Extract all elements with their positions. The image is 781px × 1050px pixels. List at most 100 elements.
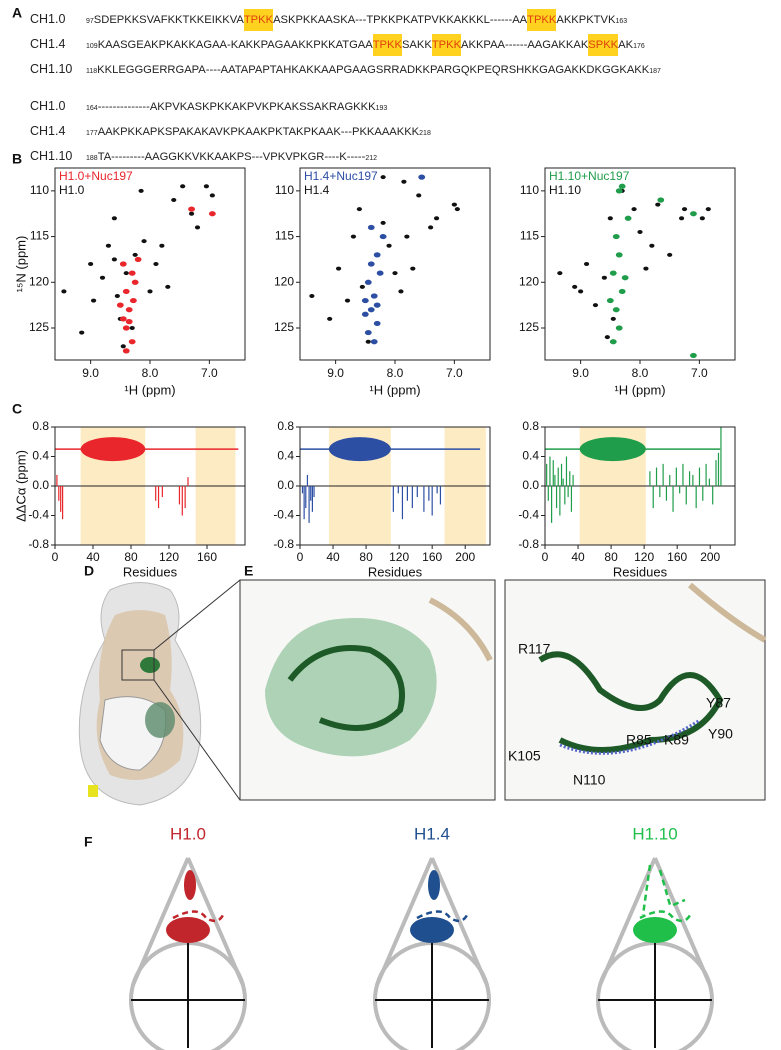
bound-peak — [125, 319, 133, 325]
free-peak — [309, 294, 315, 298]
x-axis-label: Residues — [613, 564, 668, 579]
y-tick-label: 0.0 — [32, 478, 49, 492]
bound-peak — [129, 297, 137, 304]
bound-peak — [128, 339, 136, 345]
sequence: KKLEGGGERRGAPA----AATAPAPTAHKAKKAAPGAAGS… — [97, 64, 650, 76]
sequence: SDEPKKSVAFKKTKKEIKKVA — [93, 14, 244, 26]
x-tick-label: 80 — [124, 550, 138, 564]
motif: TPKK — [527, 9, 557, 31]
flexible-tail — [641, 864, 686, 916]
bound-peak — [621, 275, 629, 281]
free-peak — [401, 179, 407, 184]
y-tick-label: -0.4 — [518, 508, 539, 522]
bound-peak — [367, 307, 375, 313]
sequence-row: CH1.0 97 SDEPKKSVAFKKTKKEIKKVA TPKK ASKPKKAA… — [30, 8, 661, 33]
motif: TPKK — [243, 9, 274, 31]
start-residue: 109 — [86, 43, 98, 50]
free-peak — [180, 184, 186, 189]
protein-name: CH1.10 — [30, 62, 73, 76]
free-peak — [572, 284, 578, 289]
x-tick-label: 120 — [159, 550, 179, 564]
bound-peak — [618, 183, 626, 189]
free-peak — [194, 225, 201, 230]
bound-peak — [125, 307, 133, 313]
cryo-em-map — [78, 579, 241, 806]
bound-peak — [373, 252, 381, 258]
x-tick-label: 0 — [297, 550, 304, 564]
y-tick-label: 125 — [274, 320, 294, 334]
bound-peak — [367, 261, 375, 267]
bound-peak — [367, 224, 375, 231]
x-tick-label: 7.0 — [446, 366, 463, 380]
free-peak — [111, 216, 117, 221]
flexible-tail — [639, 910, 692, 923]
residue-label: Y90 — [708, 726, 733, 742]
bound-peak — [122, 288, 130, 295]
free-peak — [99, 275, 106, 280]
bound-peak — [418, 174, 426, 180]
free-peak — [681, 207, 688, 212]
residue-label: Y87 — [706, 695, 731, 711]
legend-bound: H1.0+Nuc197 — [59, 169, 133, 183]
free-peak — [631, 207, 637, 212]
end-residue: 187 — [649, 68, 661, 75]
free-peak — [365, 339, 371, 344]
start-residue: 118 — [86, 68, 98, 75]
free-peak — [327, 316, 333, 321]
free-peak — [171, 198, 177, 202]
x-axis-label: Residues — [123, 564, 178, 579]
sequence-row: CH1.4 109 KAASGEAKPKAKKAGAA-KAKKPAGAAKKPKK… — [30, 33, 661, 58]
bound-peak — [606, 297, 614, 304]
bound-peak — [370, 293, 378, 299]
bound-peak — [364, 329, 372, 336]
free-peak — [359, 284, 365, 289]
x-tick-label: 8.0 — [142, 366, 159, 380]
x-tick-label: 40 — [86, 550, 100, 564]
free-peak — [188, 211, 195, 216]
bound-peak — [208, 211, 216, 217]
cartoon-title: H1.0 — [170, 824, 206, 843]
cartoon-title: H1.4 — [414, 824, 450, 843]
bound-peak — [690, 352, 697, 359]
free-peak — [380, 175, 386, 180]
free-peak — [111, 257, 117, 262]
x-tick-label: 9.0 — [327, 366, 344, 380]
globular-domain — [579, 437, 646, 462]
free-peak — [159, 243, 165, 248]
protein-name: CH1.4 — [30, 37, 66, 51]
flexible-tail — [172, 910, 225, 923]
y-tick-label: 0.8 — [32, 419, 49, 433]
free-peak — [147, 289, 153, 294]
sequence-row: CH1.4 177 AAKPKKAPKSPAKAKAVKPKAAKPKTAKPKAA… — [30, 120, 661, 145]
end-residue: 218 — [419, 130, 431, 137]
cartoon-title: H1.10 — [632, 824, 677, 843]
y-tick-label: 125 — [29, 320, 49, 334]
panel-label: B — [12, 151, 22, 167]
sequence: AKKPAA------AAGAKKAK — [461, 39, 589, 51]
bound-peak — [624, 215, 632, 221]
sequence-row: CH1.10 188 TA---------AAGGKKVKKAAKPS---VPK… — [30, 145, 661, 170]
tail — [428, 870, 440, 900]
x-tick-label: 160 — [197, 550, 217, 564]
sequence: --------------AKPVKASKPKKAKPVKPKAKSSAKRA… — [97, 101, 376, 113]
y-tick-label: 0.4 — [277, 449, 294, 463]
flexible-tail — [416, 910, 469, 923]
free-peak — [643, 266, 649, 271]
legend-free: H1.0 — [59, 183, 85, 197]
x-tick-label: 80 — [359, 550, 373, 564]
free-peak — [344, 298, 351, 303]
y-tick-label: -0.4 — [28, 508, 49, 522]
free-peak — [203, 184, 210, 189]
y-tick-label: 110 — [275, 183, 294, 197]
residue-label: K105 — [508, 748, 541, 764]
free-peak — [356, 207, 362, 212]
free-peak — [607, 216, 613, 221]
y-tick-label: 0.4 — [522, 449, 539, 463]
legend-bound: H1.4+Nuc197 — [304, 169, 378, 183]
x-tick-label: 200 — [700, 550, 720, 564]
free-peak — [655, 202, 661, 207]
free-peak — [209, 193, 215, 198]
bound-peak — [618, 288, 626, 295]
